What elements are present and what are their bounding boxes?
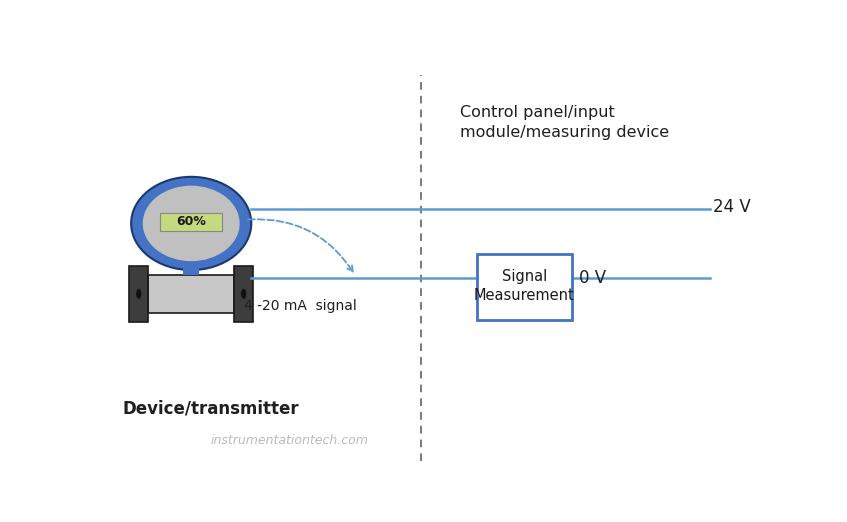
Text: 24 V: 24 V	[713, 198, 750, 216]
Text: 4 -20 mA  signal: 4 -20 mA signal	[244, 299, 357, 313]
Text: 60%: 60%	[176, 215, 206, 228]
Text: Device/transmitter: Device/transmitter	[122, 399, 299, 417]
Text: module/measuring device: module/measuring device	[461, 125, 669, 140]
Bar	[477, 254, 572, 320]
Ellipse shape	[136, 289, 141, 299]
Ellipse shape	[143, 186, 239, 260]
Text: Signal: Signal	[501, 269, 547, 284]
Text: Control panel/input: Control panel/input	[461, 105, 615, 121]
Bar	[160, 213, 222, 231]
Text: Measurement: Measurement	[474, 288, 575, 303]
Text: 0 V: 0 V	[579, 269, 606, 288]
Text: instrumentationtech.com: instrumentationtech.com	[211, 434, 368, 447]
Ellipse shape	[241, 289, 246, 299]
Bar	[148, 275, 235, 313]
Bar	[130, 266, 148, 322]
Bar	[183, 262, 199, 275]
Ellipse shape	[131, 177, 252, 270]
Bar	[235, 266, 253, 322]
